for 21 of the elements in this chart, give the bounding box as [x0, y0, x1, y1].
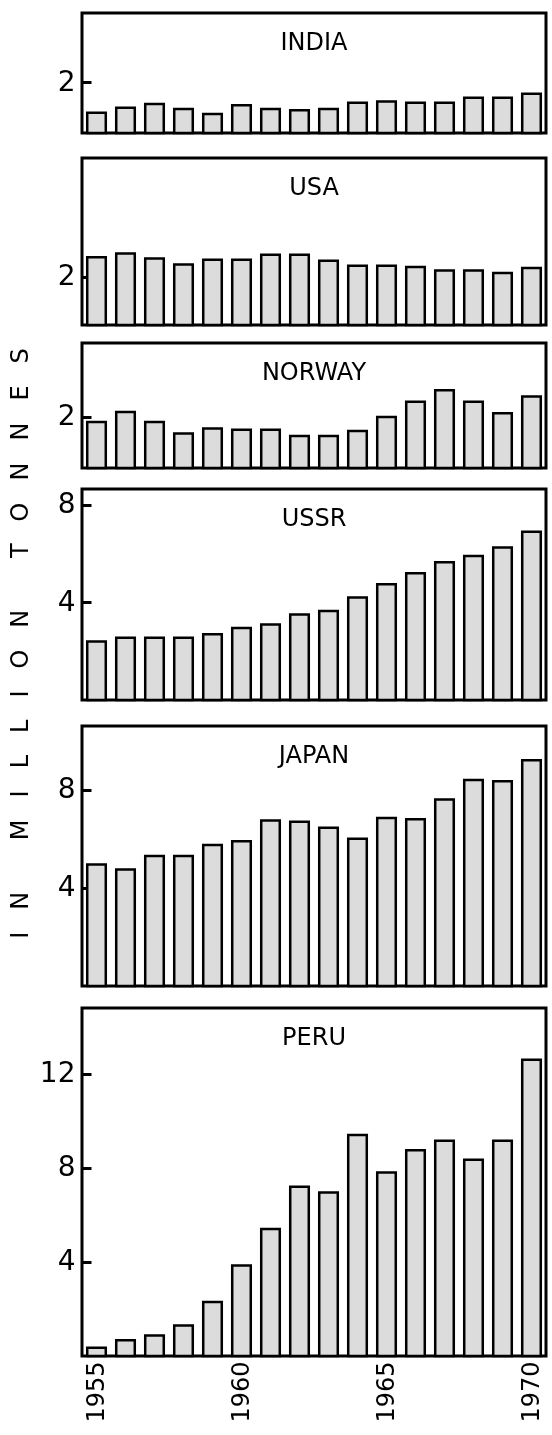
- y-tick-label: 4: [57, 870, 76, 904]
- y-tick-label: 12: [39, 1056, 76, 1090]
- y-tick-label: 8: [57, 487, 76, 521]
- x-tick-label: 1965: [371, 1361, 400, 1423]
- y-axis-title: IN MILLION TONNES: [5, 326, 34, 939]
- text: JAPAN: [276, 741, 350, 769]
- text: PERU: [282, 1023, 346, 1051]
- y-tick-label: 2: [57, 399, 76, 433]
- y-tick-label: 2: [57, 64, 76, 98]
- y-tick-label: 4: [57, 584, 76, 618]
- text: INDIA: [280, 28, 349, 56]
- x-tick-label: 1960: [226, 1361, 255, 1423]
- text: USA: [289, 173, 340, 201]
- x-tick-label: 1955: [81, 1361, 110, 1423]
- y-tick-label: 2: [57, 259, 76, 293]
- y-tick-label: 8: [57, 772, 76, 806]
- y-tick-label: 4: [57, 1244, 76, 1278]
- y-tick-label: 8: [57, 1150, 76, 1184]
- text: NORWAY: [261, 358, 367, 386]
- text: USSR: [281, 504, 347, 532]
- x-tick-label: 1970: [516, 1361, 545, 1423]
